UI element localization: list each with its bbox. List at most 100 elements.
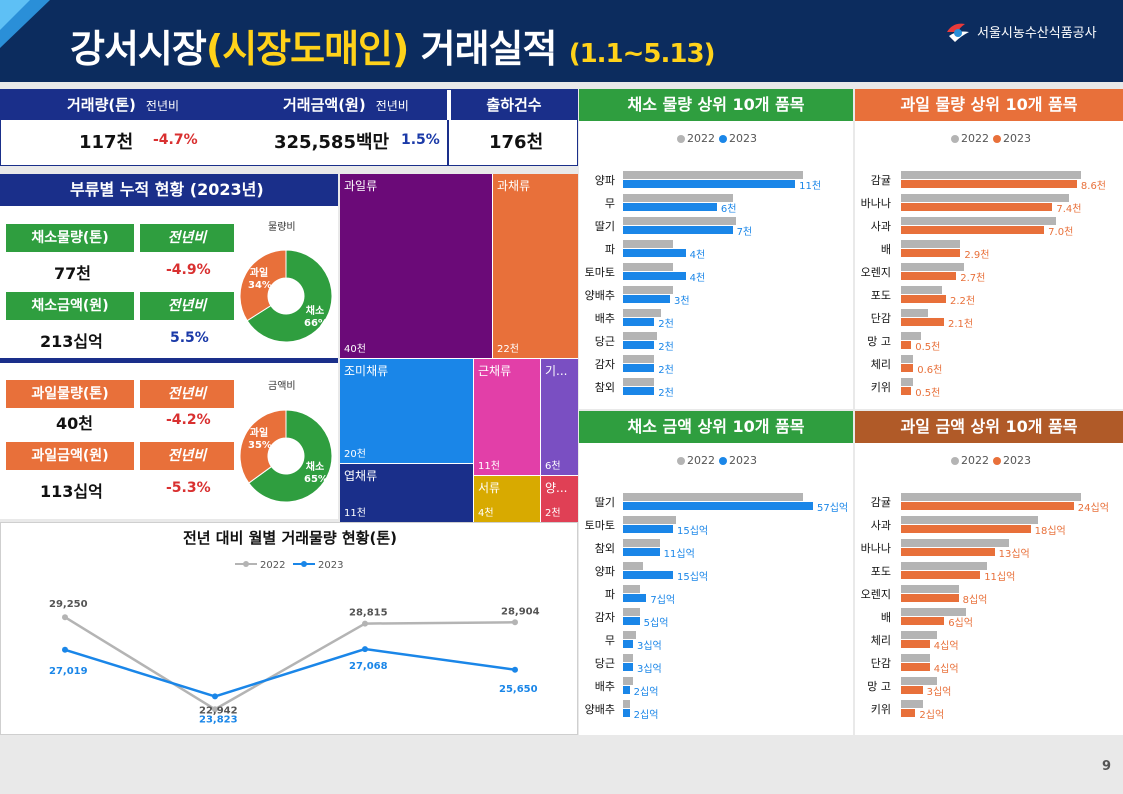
legend-marker (993, 457, 1001, 465)
donut-volume-fruit-pct: 34% (248, 280, 272, 291)
treemap-cell-fruit: 과일류 40천 (340, 174, 492, 358)
category-label: 바나나 (860, 542, 891, 555)
donut-amount-fruit-name: 과일 (249, 428, 269, 439)
bar-value-label: 0.5천 (915, 388, 941, 399)
bar-2023 (623, 502, 813, 510)
bar-value-label: 15십억 (677, 526, 709, 537)
veg-volume-top10: 채소 물량 상위 10개 품목 2022 2023 양파 11천 무 6천 딸기 7천 파 4천 토… (579, 89, 853, 409)
bar-value-label: 6십억 (948, 618, 973, 629)
kpi-volume-yoy-label: 전년비 (145, 99, 180, 113)
donut-slice (246, 249, 333, 343)
category-label: 참외 (594, 381, 615, 394)
bar-2023 (623, 318, 655, 326)
bar-2022 (623, 332, 658, 340)
legend-marker (301, 561, 307, 567)
bar-2023 (901, 502, 1074, 510)
legend-label: 2022 (260, 560, 285, 571)
category-label: 체리 (870, 358, 891, 371)
bar-2022 (901, 378, 914, 386)
category-label: 파 (604, 588, 615, 601)
category-label: 오렌지 (860, 588, 891, 601)
fruit-volume-label: 과일물량(톤) (6, 380, 134, 408)
bar-2022 (901, 217, 1057, 225)
kpi-divider (447, 120, 449, 166)
bar-2022 (901, 194, 1069, 202)
category-label: 토마토 (584, 519, 615, 532)
donut-volume-veg-pct: 66% (304, 318, 328, 329)
bar-value-label: 0.5천 (915, 342, 941, 353)
treemap-value: 2천 (545, 508, 561, 519)
fruit-amount-value: 113십억 (40, 482, 103, 501)
bar-value-label: 3십억 (637, 664, 662, 675)
category-label: 양파 (594, 174, 615, 187)
legend-marker (719, 135, 727, 143)
fruit-volume-top10: 과일 물량 상위 10개 품목 2022 2023 감귤 8.6천 바나나 7.4천 사과 7… (855, 89, 1123, 409)
title-paren: (시장도매인) (205, 27, 410, 71)
bar-2023 (901, 525, 1031, 533)
legend-label: 2023 (1003, 132, 1031, 145)
bar-2022 (623, 516, 677, 524)
bar-value-label: 13십억 (998, 549, 1030, 560)
legend-marker (677, 135, 685, 143)
legend-marker (993, 135, 1001, 143)
page-title: 강서시장(시장도매인) 거래실적 (1.1~5.13) (70, 18, 716, 73)
data-label: 27,068 (349, 661, 388, 672)
category-label: 바나나 (860, 197, 891, 210)
bar-value-label: 4십억 (933, 664, 959, 675)
bar-2022 (901, 286, 942, 294)
fruit-amount-top10-title: 과일 금액 상위 10개 품목 (855, 411, 1123, 443)
legend-label: 2023 (1003, 454, 1031, 467)
donut-amount-fruit-label: 과일 35% (248, 428, 272, 452)
bar-2022 (623, 562, 643, 570)
header-banner: 강서시장(시장도매인) 거래실적 (1.1~5.13) 서울시농수산식품공사 (0, 0, 1123, 82)
bar-value-label: 7천 (736, 227, 753, 238)
category-label: 파 (604, 243, 615, 256)
org-logo-icon (947, 23, 969, 42)
fruit-volume-yoy-label: 전년비 (140, 380, 234, 408)
bar-2023 (901, 617, 945, 625)
data-label: 25,650 (499, 684, 538, 695)
category-label: 배 (880, 611, 891, 624)
category-panel-title: 부류별 누적 현황 (2023년) (0, 174, 338, 206)
series-point (512, 619, 518, 626)
bar-2022 (623, 263, 674, 271)
legend-label: 2022 (961, 132, 989, 145)
series-point (62, 646, 68, 653)
series-line-2023 (64, 647, 516, 698)
bar-2023 (901, 686, 923, 694)
legend-marker (243, 561, 249, 567)
donut-slice (239, 409, 287, 484)
title-tail: 거래실적 (408, 27, 558, 71)
category-label: 당근 (594, 657, 615, 670)
bar-2023 (623, 640, 633, 648)
bar-2023 (901, 180, 1077, 188)
bar-2023 (623, 709, 630, 717)
title-period: (1.1~5.13) (568, 39, 716, 69)
category-label: 사과 (870, 519, 891, 532)
category-label: 감자 (594, 358, 615, 371)
category-label: 배추 (594, 312, 615, 325)
bar-value-label: 4천 (689, 273, 706, 284)
bar-value-label: 2.2천 (950, 296, 976, 307)
legend-marker (677, 457, 685, 465)
veg-volume-yoy: -4.9% (166, 262, 211, 278)
bar-2022 (901, 539, 1009, 547)
bar-2022 (901, 516, 1038, 524)
category-label: 망 고 (867, 335, 891, 348)
bar-2023 (623, 295, 670, 303)
bar-value-label: 2천 (658, 365, 674, 376)
bar-legend: 2022 2023 (947, 454, 1031, 467)
series-point (212, 693, 218, 700)
donut-amount-veg-label: 채소 65% (304, 462, 328, 486)
category-label: 감귤 (870, 496, 891, 509)
fruit-volume-value: 40천 (56, 414, 93, 433)
bar-value-label: 11천 (799, 181, 822, 192)
legend-marker (719, 457, 727, 465)
category-label: 배추 (594, 680, 615, 693)
bar-2023 (623, 571, 673, 579)
bar-2023 (623, 525, 673, 533)
line-chart-title: 전년 대비 월별 거래물량 현황(톤) (182, 529, 397, 547)
bar-2022 (901, 309, 928, 317)
bar-value-label: 6천 (720, 204, 737, 215)
bar-2022 (623, 539, 660, 547)
